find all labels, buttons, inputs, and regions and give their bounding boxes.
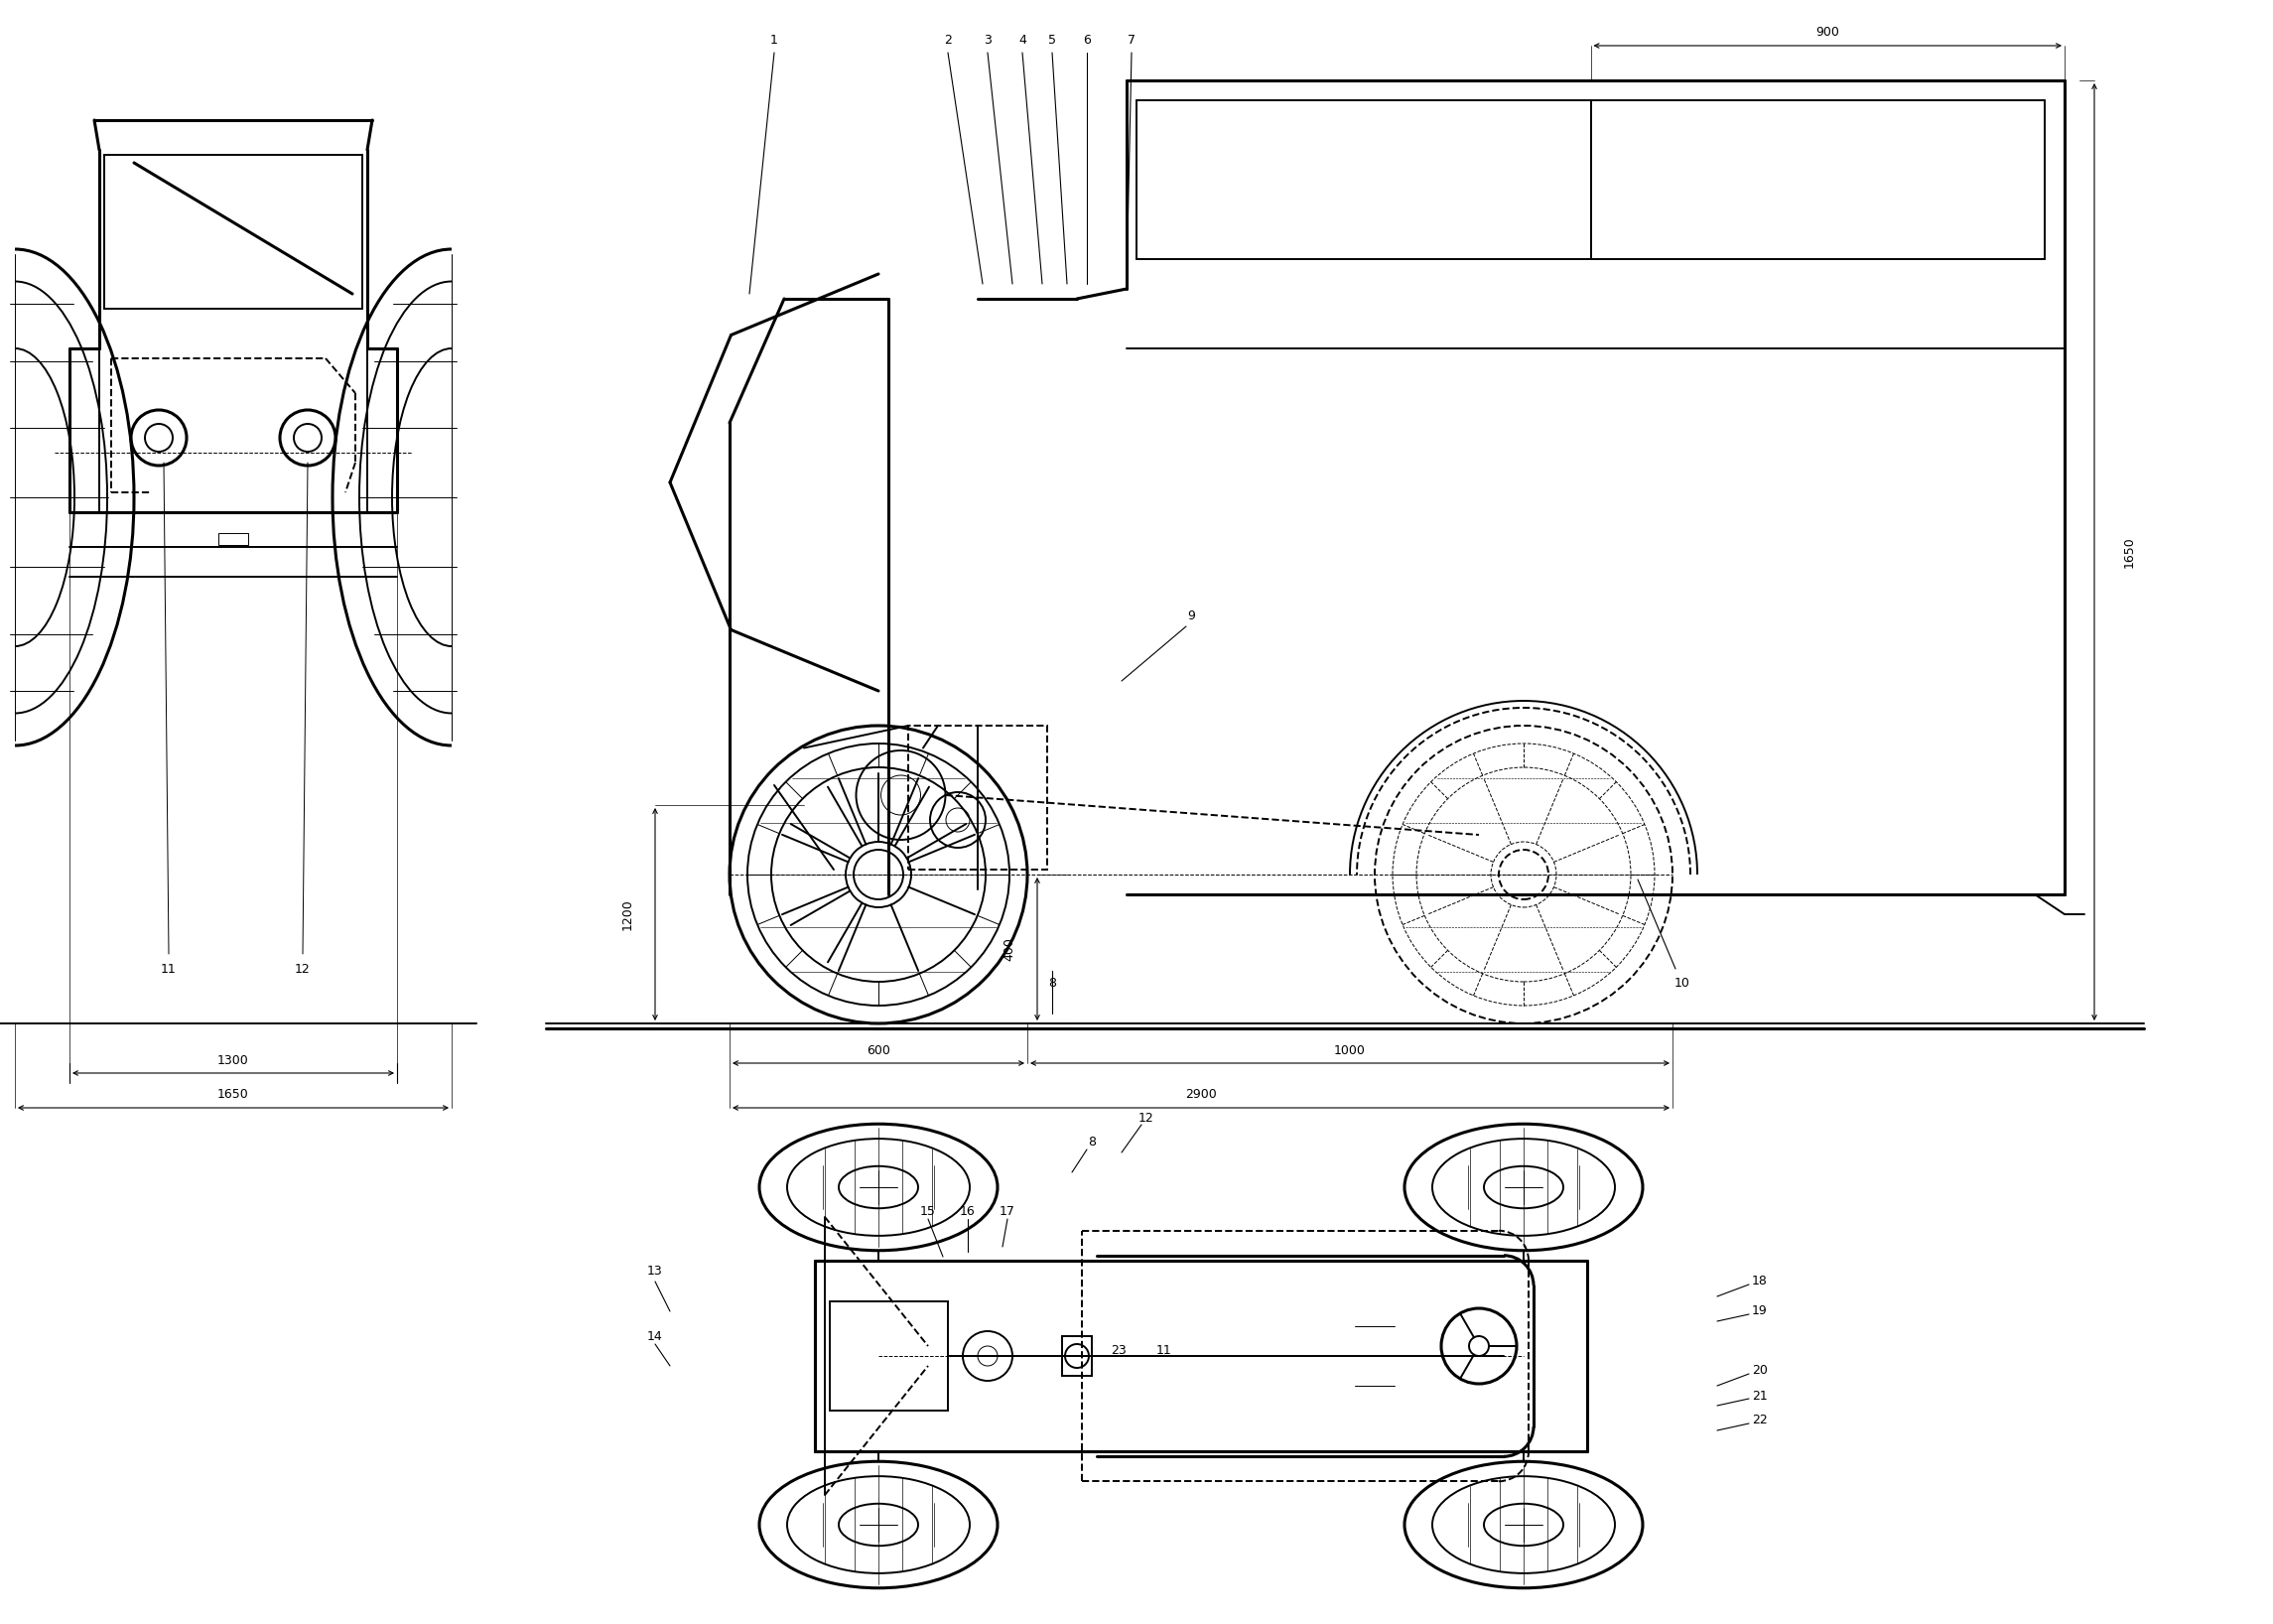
Text: 15: 15	[921, 1205, 936, 1218]
Bar	[909, 726, 1048, 869]
Text: 1650: 1650	[218, 1088, 250, 1101]
Text: 1: 1	[771, 34, 777, 47]
Text: 3: 3	[984, 34, 991, 47]
Text: 11: 11	[161, 963, 177, 976]
Bar	[105, 154, 361, 309]
Text: 22: 22	[1752, 1415, 1768, 1427]
Text: 1000: 1000	[1334, 1044, 1366, 1057]
Text: 7: 7	[1127, 34, 1136, 47]
Text: 900: 900	[1816, 26, 1839, 39]
Text: 2: 2	[943, 34, 952, 47]
Text: 600: 600	[866, 1044, 891, 1057]
Bar	[1061, 1337, 1091, 1376]
Text: 1650: 1650	[2123, 536, 2137, 568]
Text: 23: 23	[1111, 1345, 1127, 1358]
Text: 16: 16	[959, 1205, 975, 1218]
Text: 8: 8	[1089, 1137, 1096, 1150]
Text: 14: 14	[648, 1330, 664, 1343]
Text: 20: 20	[1752, 1364, 1768, 1377]
Text: 6: 6	[1082, 34, 1091, 47]
Text: 9: 9	[1187, 611, 1196, 624]
Text: 8: 8	[1048, 978, 1057, 991]
Text: 1200: 1200	[621, 898, 634, 931]
Bar	[830, 1301, 948, 1411]
Text: 13: 13	[648, 1265, 664, 1278]
Text: 2900: 2900	[1184, 1088, 1216, 1101]
Text: 5: 5	[1048, 34, 1057, 47]
Text: 17: 17	[1000, 1205, 1016, 1218]
Text: 11: 11	[1157, 1345, 1173, 1358]
Text: 12: 12	[1139, 1111, 1155, 1124]
Text: 19: 19	[1752, 1304, 1768, 1317]
Text: 12: 12	[295, 963, 311, 976]
Text: 400: 400	[1002, 937, 1016, 961]
Text: 18: 18	[1752, 1275, 1768, 1288]
Text: 10: 10	[1675, 978, 1691, 991]
Bar	[218, 533, 248, 546]
Text: 4: 4	[1018, 34, 1027, 47]
Text: 21: 21	[1752, 1389, 1768, 1402]
Text: 1300: 1300	[218, 1054, 250, 1067]
